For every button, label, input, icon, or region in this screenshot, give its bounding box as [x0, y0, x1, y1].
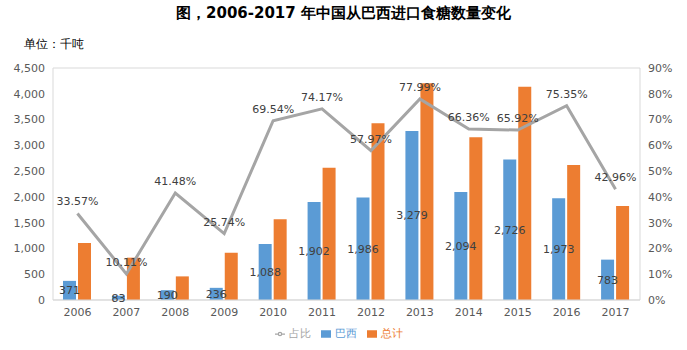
svg-text:69.54%: 69.54% [252, 103, 294, 116]
svg-text:65.92%: 65.92% [497, 112, 539, 125]
svg-text:1,986: 1,986 [347, 243, 379, 256]
svg-text:0%: 0% [648, 294, 665, 307]
html-text:单位：千吨: 单位：千吨 [24, 37, 84, 51]
svg-text:3,500: 3,500 [14, 113, 46, 126]
svg-text:57.97%: 57.97% [350, 133, 392, 146]
svg-text:30%: 30% [648, 217, 672, 230]
svg-text:10.11%: 10.11% [105, 256, 147, 269]
svg-text:1,902: 1,902 [298, 245, 330, 258]
svg-text:1,500: 1,500 [14, 217, 46, 230]
svg-text:2,094: 2,094 [445, 240, 477, 253]
svg-text:500: 500 [24, 268, 45, 281]
svg-text:74.17%: 74.17% [301, 91, 343, 104]
svg-text:4,000: 4,000 [14, 88, 46, 101]
svg-text:2017: 2017 [602, 306, 630, 319]
svg-text:2009: 2009 [210, 306, 238, 319]
svg-text:2013: 2013 [406, 306, 434, 319]
svg-text:77.99%: 77.99% [399, 81, 441, 94]
svg-text:190: 190 [157, 289, 178, 302]
svg-text:50%: 50% [648, 165, 672, 178]
svg-text:83: 83 [111, 292, 125, 305]
svg-text:0: 0 [38, 294, 45, 307]
svg-text:2011: 2011 [308, 306, 336, 319]
svg-text:25.74%: 25.74% [203, 216, 245, 229]
html-text:图，2006-2017 年中国从巴西进口食糖数量变化: 图，2006-2017 年中国从巴西进口食糖数量变化 [176, 4, 511, 22]
svg-text:40%: 40% [648, 191, 672, 204]
svg-text:33.57%: 33.57% [56, 195, 98, 208]
svg-text:66.36%: 66.36% [448, 111, 490, 124]
svg-text:3,000: 3,000 [14, 139, 46, 152]
svg-text:2,000: 2,000 [14, 191, 46, 204]
svg-text:2008: 2008 [161, 306, 189, 319]
svg-text:371: 371 [59, 284, 80, 297]
svg-text:2007: 2007 [112, 306, 140, 319]
svg-text:3,279: 3,279 [396, 209, 428, 222]
svg-text:4,500: 4,500 [14, 62, 46, 75]
svg-text:2006: 2006 [63, 306, 91, 319]
html-text:占比: 占比 [288, 327, 311, 340]
svg-text:2012: 2012 [357, 306, 385, 319]
svg-text:70%: 70% [648, 113, 672, 126]
svg-text:80%: 80% [648, 88, 672, 101]
svg-text:1,000: 1,000 [14, 242, 46, 255]
svg-text:20%: 20% [648, 242, 672, 255]
svg-text:60%: 60% [648, 139, 672, 152]
svg-text:41.48%: 41.48% [154, 175, 196, 188]
svg-text:10%: 10% [648, 268, 672, 281]
svg-text:75.35%: 75.35% [546, 88, 588, 101]
svg-text:42.96%: 42.96% [595, 171, 637, 184]
svg-text:2015: 2015 [504, 306, 532, 319]
html-text:总计: 总计 [380, 327, 403, 340]
svg-text:2014: 2014 [455, 306, 483, 319]
html-text:巴西: 巴西 [334, 327, 357, 340]
svg-text:2,726: 2,726 [494, 224, 526, 237]
svg-text:2016: 2016 [553, 306, 581, 319]
svg-text:90%: 90% [648, 62, 672, 75]
svg-text:1,088: 1,088 [249, 266, 281, 279]
svg-text:2010: 2010 [259, 306, 287, 319]
svg-text:783: 783 [597, 274, 618, 287]
svg-text:1,973: 1,973 [543, 243, 575, 256]
svg-text:2,500: 2,500 [14, 165, 46, 178]
svg-text:236: 236 [206, 288, 227, 301]
